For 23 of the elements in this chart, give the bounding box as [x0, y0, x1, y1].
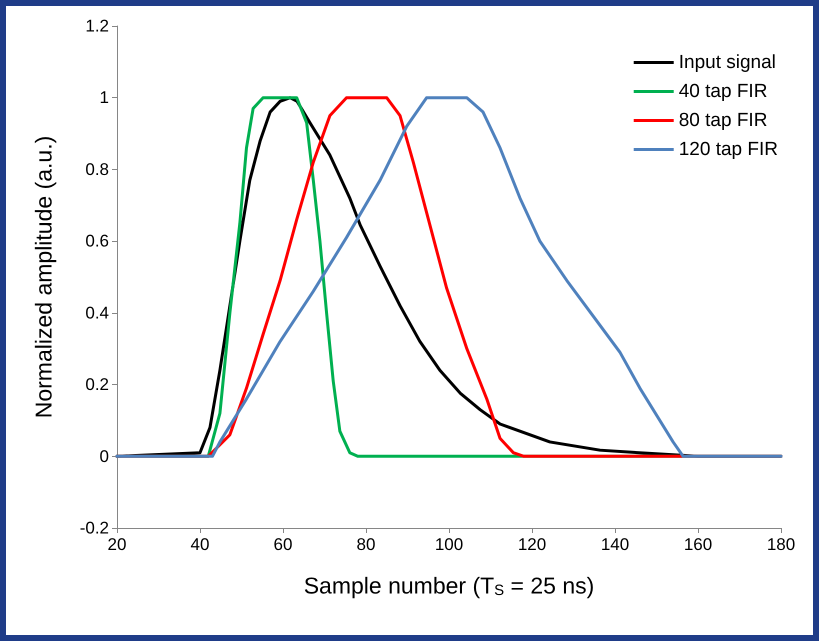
x-tick-label: 160	[684, 535, 712, 554]
x-tick-label: 80	[356, 535, 376, 554]
y-tick-label: 1.2	[85, 16, 109, 36]
y-tick-label: 0.8	[85, 160, 109, 179]
x-tick-label: 40	[190, 535, 210, 554]
x-tick-label: 60	[274, 535, 292, 554]
y-tick-label: -0.2	[80, 518, 109, 538]
legend-label: 120 tap FIR	[678, 139, 778, 160]
x-tick-label: 20	[108, 535, 126, 554]
x-axis-title: Sample number (TS = 25 ns)	[304, 572, 594, 599]
y-tick-label: 1	[100, 88, 109, 108]
x-tick-label: 140	[600, 535, 630, 554]
y-tick-label: 0	[100, 446, 109, 466]
legend-label: 80 tap FIR	[678, 110, 768, 131]
y-tick-label: 0.2	[85, 375, 109, 394]
legend-label: Input signal	[678, 52, 776, 73]
x-tick-label: 120	[518, 535, 546, 554]
legend-label: 40 tap FIR	[678, 81, 768, 102]
y-tick-label: 0.6	[85, 232, 109, 251]
y-axis-title: Normalized amplitude (a.u.)	[30, 136, 56, 418]
y-tick-label: 0.4	[85, 303, 109, 322]
x-tick-label: 100	[434, 535, 464, 554]
x-tick-label: 180	[766, 535, 796, 554]
